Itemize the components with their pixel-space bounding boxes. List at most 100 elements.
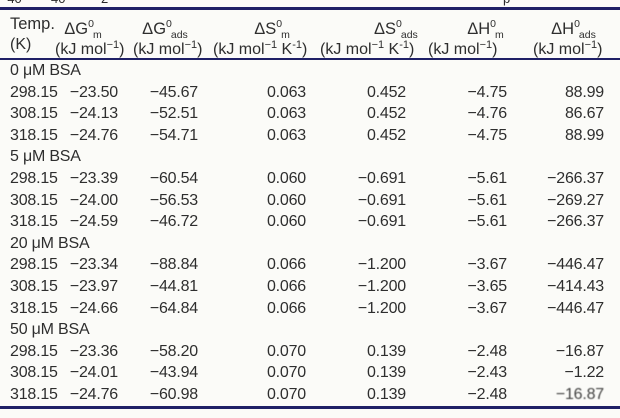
table-cell: 0.070 bbox=[266, 364, 306, 382]
table-cell: −2.43 bbox=[467, 364, 508, 382]
column-unit: (kJ mol−1) bbox=[533, 39, 603, 58]
table-cell: −446.47 bbox=[547, 256, 604, 274]
data-row: 318.15 −24.59 −46.72 0.060 −0.691 −5.61 −266.3… bbox=[0, 211, 620, 233]
table-cell: −1.22 bbox=[564, 364, 605, 382]
table-cell: −4.75 bbox=[467, 83, 508, 101]
data-row: 308.15 −23.97 −44.81 0.066 −1.200 −3.65 −414.4… bbox=[0, 276, 620, 298]
table-cell: −45.67 bbox=[149, 83, 198, 101]
column-symbol: ΔH0m bbox=[467, 18, 504, 41]
section-label: 0 μM BSA bbox=[10, 62, 81, 79]
column-header: ΔG0ads (kJ mol−1) bbox=[118, 10, 203, 60]
table-cell: −5.61 bbox=[467, 213, 508, 231]
data-row: 308.15 −24.01 −43.94 0.070 0.139 −2.43 −1.22 bbox=[0, 362, 620, 384]
data-row: 308.15 −24.00 −56.53 0.060 −0.691 −5.61 −269.2… bbox=[0, 190, 620, 212]
table-cell: 86.67 bbox=[564, 105, 604, 123]
table-cell: 0.452 bbox=[366, 83, 406, 101]
table-cell: 0.066 bbox=[266, 277, 306, 295]
table-cell: 308.15 bbox=[10, 105, 58, 123]
table-cell: −0.691 bbox=[357, 213, 406, 231]
table-cell: 0.066 bbox=[266, 299, 306, 317]
table-cell: −3.65 bbox=[467, 277, 508, 295]
table-cell: −24.59 bbox=[69, 213, 118, 231]
table-cell: −1.200 bbox=[357, 299, 406, 317]
table-cell: 0.139 bbox=[366, 364, 406, 382]
table-header: Temp. (K) ΔG0m (kJ mol−1) ΔG0ads (kJ mol−1) ΔS… bbox=[0, 10, 620, 60]
table-cell: 308.15 bbox=[10, 277, 58, 295]
table-cell: −446.47 bbox=[547, 299, 604, 317]
cropped-text-fragment: 2 bbox=[101, 0, 108, 6]
table-cell: 88.99 bbox=[564, 83, 604, 101]
table-cell: 308.15 bbox=[10, 191, 58, 209]
section-row: 20 μM BSA bbox=[0, 233, 620, 255]
column-unit: (kJ mol−1) bbox=[133, 39, 203, 58]
table-cell: −269.27 bbox=[547, 191, 604, 209]
data-row: 308.15 −24.13 −52.51 0.063 0.452 −4.76 86.67 bbox=[0, 103, 620, 125]
table-cell: −266.37 bbox=[547, 169, 604, 187]
table-cell: 318.15 bbox=[10, 126, 58, 144]
table-cell: 0.063 bbox=[266, 105, 306, 123]
cropped-text-fragment: - bbox=[85, 0, 89, 6]
table-cell: −3.67 bbox=[467, 299, 508, 317]
table-cell: −2.48 bbox=[467, 342, 508, 360]
table-cell: −64.84 bbox=[149, 299, 198, 317]
table-cell: 0.452 bbox=[366, 126, 406, 144]
table-cell: −16.87 bbox=[555, 385, 604, 403]
data-row: 298.15 −23.36 −58.20 0.070 0.139 −2.48 −16.87 bbox=[0, 341, 620, 363]
column-symbol: Temp. bbox=[10, 15, 55, 33]
table-cell: 318.15 bbox=[10, 213, 58, 231]
table-cell: −44.81 bbox=[149, 277, 198, 295]
column-symbol: ΔG0ads bbox=[142, 18, 188, 41]
column-header: ΔH0m (kJ mol−1) bbox=[406, 10, 507, 60]
table-cell: −0.691 bbox=[357, 191, 406, 209]
column-symbol: ΔS0m bbox=[254, 18, 290, 41]
column-header: ΔS0ads (kJ mol−1 K-1) bbox=[306, 10, 418, 60]
table-cell: 0.452 bbox=[366, 105, 406, 123]
data-row: 298.15 −23.34 −88.84 0.066 −1.200 −3.67 −446.4… bbox=[0, 254, 620, 276]
table-cell: −56.53 bbox=[149, 191, 198, 209]
column-header: ΔG0m (kJ mol−1) bbox=[48, 10, 124, 60]
table-cell: −23.34 bbox=[69, 256, 118, 274]
table-body: 0 μM BSA 298.15 −23.50 −45.67 0.063 0.452 −4.7… bbox=[0, 59, 620, 406]
column-symbol: ΔS0ads bbox=[374, 18, 418, 41]
table-cell: 0.070 bbox=[266, 342, 306, 360]
table-cell: 298.15 bbox=[10, 169, 58, 187]
data-row: 298.15 −23.50 −45.67 0.063 0.452 −4.75 88.99 bbox=[0, 82, 620, 104]
table-cell: −54.71 bbox=[149, 126, 198, 144]
table-cell: −60.98 bbox=[149, 385, 198, 403]
table-cell: −23.36 bbox=[69, 342, 118, 360]
table-cell: −2.48 bbox=[467, 385, 508, 403]
table-cell: 88.99 bbox=[564, 126, 604, 144]
section-label: 5 μM BSA bbox=[10, 148, 81, 166]
table-cell: −16.87 bbox=[555, 342, 604, 360]
table-bottom-rule bbox=[0, 405, 620, 409]
column-unit: (kJ mol−1) bbox=[428, 39, 498, 58]
table-cell: −24.76 bbox=[69, 126, 118, 144]
table-cell: −4.76 bbox=[467, 105, 508, 123]
section-label: 20 μM BSA bbox=[10, 234, 90, 252]
table-cell: 318.15 bbox=[10, 299, 58, 317]
table-cell: 0.060 bbox=[266, 213, 306, 231]
table-cell: −1.200 bbox=[357, 256, 406, 274]
table-cell: −43.94 bbox=[149, 364, 198, 382]
cropped-text-fragment: -40 bbox=[3, 0, 22, 6]
data-row: 318.15 −24.66 −64.84 0.066 −1.200 −3.67 −446.4… bbox=[0, 298, 620, 320]
section-label: 50 μM BSA bbox=[10, 321, 90, 339]
table-cell: 0.063 bbox=[266, 126, 306, 144]
table-cell: 0.070 bbox=[266, 385, 306, 403]
table-cell: −58.20 bbox=[149, 342, 198, 360]
table-cell: −24.00 bbox=[69, 191, 118, 209]
table-cell: −52.51 bbox=[149, 105, 198, 123]
section-row: 50 μM BSA bbox=[0, 319, 620, 341]
table-cell: −24.66 bbox=[69, 299, 118, 317]
column-header: Temp. (K) bbox=[0, 10, 55, 60]
thermodynamic-parameters-table: Temp. (K) ΔG0m (kJ mol−1) ΔG0ads (kJ mol−1) ΔS… bbox=[0, 10, 620, 406]
table-cell: −23.97 bbox=[69, 277, 118, 295]
table-cell: −266.37 bbox=[547, 213, 604, 231]
table-cell: 298.15 bbox=[10, 83, 58, 101]
column-unit: (kJ mol−1 K-1) bbox=[213, 39, 308, 58]
table-cell: −88.84 bbox=[149, 256, 198, 274]
table-cell: −24.01 bbox=[69, 364, 118, 382]
section-row: 5 μM BSA bbox=[0, 146, 620, 168]
table-cell: −24.76 bbox=[69, 385, 118, 403]
